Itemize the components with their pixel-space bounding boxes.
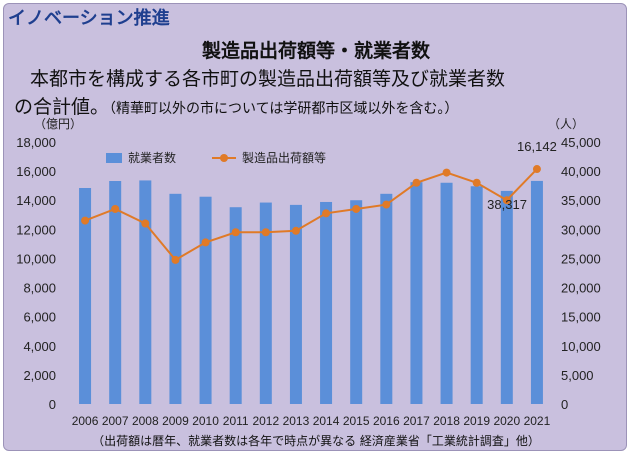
bar <box>289 204 302 404</box>
left-axis-tick: 14,000 <box>16 193 56 208</box>
right-axis-tick: 25,000 <box>561 251 601 266</box>
bar <box>199 196 212 404</box>
right-axis-ticks: 0 5,000 10,000 15,000 20,000 25,000 30,000 35,0… <box>561 135 601 412</box>
line-point <box>111 204 120 213</box>
legend-bar-label: 就業者数 <box>128 150 176 165</box>
line-point <box>261 228 270 237</box>
line-series <box>81 165 541 264</box>
bar <box>229 207 242 404</box>
right-axis-unit: （人） <box>548 117 584 131</box>
panel-frame <box>3 3 627 451</box>
x-axis-tick: 2020 <box>493 414 520 428</box>
x-axis-tick: 2006 <box>72 414 99 428</box>
left-axis-tick: 18,000 <box>16 135 56 150</box>
x-axis-tick: 2007 <box>102 414 129 428</box>
line-last-value-label: 16,142 <box>517 139 557 154</box>
legend-bar-swatch <box>106 153 122 163</box>
line-point <box>291 226 300 235</box>
left-axis-ticks: 0 2,000 4,000 6,000 8,000 10,000 12,000 14,000 1… <box>16 135 56 412</box>
x-axis-tick: 2019 <box>463 414 490 428</box>
left-axis-tick: 2,000 <box>23 368 56 383</box>
right-axis-tick: 15,000 <box>561 310 601 325</box>
source-note: （出荷額は暦年、就業者数は各年で時点が異なる 経済産業省「工業統計調査」他） <box>92 434 540 448</box>
line-point <box>502 196 511 205</box>
bar-last-value-label: 38,317 <box>487 197 527 212</box>
bar <box>440 182 453 404</box>
left-axis-tick: 8,000 <box>23 281 56 296</box>
line-point <box>171 255 180 264</box>
line-point <box>412 178 421 187</box>
line-point <box>472 178 481 187</box>
bar <box>79 187 92 404</box>
x-axis-tick: 2012 <box>252 414 279 428</box>
x-axis-tick: 2018 <box>433 414 460 428</box>
line-point <box>322 209 331 218</box>
legend-line-label: 製造品出荷額等 <box>242 151 326 165</box>
right-axis-tick: 40,000 <box>561 164 601 179</box>
bar <box>139 180 152 404</box>
x-axis-tick: 2015 <box>343 414 370 428</box>
bar <box>169 193 182 404</box>
x-axis-tick: 2017 <box>403 414 430 428</box>
right-axis-tick: 20,000 <box>561 281 601 296</box>
line-point <box>231 228 240 237</box>
bar <box>530 180 543 404</box>
x-axis-ticks: 2006 2007 2008 2009 2010 2011 2012 2013 2014 2015… <box>72 414 551 428</box>
left-axis-unit: （億円） <box>34 117 82 131</box>
right-axis-tick: 35,000 <box>561 193 601 208</box>
bar <box>410 182 423 404</box>
left-axis-tick: 10,000 <box>16 251 56 266</box>
bar-series <box>79 180 543 404</box>
description-line-1: 本都市を構成する各市町の製造品出荷額等及び就業者数 <box>30 68 506 90</box>
chart-title: 製造品出荷額等・就業者数 <box>201 40 430 62</box>
x-axis-tick: 2008 <box>132 414 159 428</box>
x-axis-tick: 2011 <box>223 414 249 428</box>
bar <box>470 186 483 404</box>
line-point <box>81 216 90 225</box>
bar <box>380 193 393 404</box>
left-axis-tick: 16,000 <box>16 164 56 179</box>
x-axis-tick: 2009 <box>162 414 189 428</box>
line-point <box>352 204 361 213</box>
line-point <box>442 168 451 177</box>
x-axis-tick: 2013 <box>283 414 310 428</box>
series-line <box>84 168 538 262</box>
right-axis-tick: 10,000 <box>561 339 601 354</box>
bar <box>259 202 272 404</box>
x-axis-tick: 2010 <box>192 414 219 428</box>
x-axis-tick: 2016 <box>373 414 400 428</box>
legend-line-marker <box>220 154 228 162</box>
right-axis-tick: 30,000 <box>561 222 601 237</box>
right-axis-tick: 0 <box>561 397 568 412</box>
left-axis-tick: 6,000 <box>23 310 56 325</box>
left-axis-tick: 12,000 <box>16 222 56 237</box>
line-point <box>141 219 150 228</box>
bar <box>320 201 333 404</box>
legend: 就業者数 製造品出荷額等 <box>106 150 326 165</box>
description-line-2: の合計値。（精華町以外の市については学研都市区域以外を含む。） <box>14 92 624 119</box>
description-note: （精華町以外の市については学研都市区域以外を含む。） <box>109 101 459 117</box>
left-axis-tick: 4,000 <box>23 339 56 354</box>
line-point <box>532 165 541 174</box>
bar <box>500 190 513 404</box>
left-axis-tick: 0 <box>49 397 56 412</box>
line-point <box>201 238 210 247</box>
right-axis-tick: 5,000 <box>561 368 594 383</box>
line-point <box>382 200 391 209</box>
section-header: イノベーション推進 <box>8 8 170 29</box>
right-axis-tick: 45,000 <box>561 135 601 150</box>
x-axis-tick: 2021 <box>524 414 551 428</box>
bar <box>109 181 122 404</box>
description-line-2-text: の合計値。 <box>14 96 110 118</box>
x-axis-tick: 2014 <box>313 414 340 428</box>
bar <box>350 200 363 404</box>
